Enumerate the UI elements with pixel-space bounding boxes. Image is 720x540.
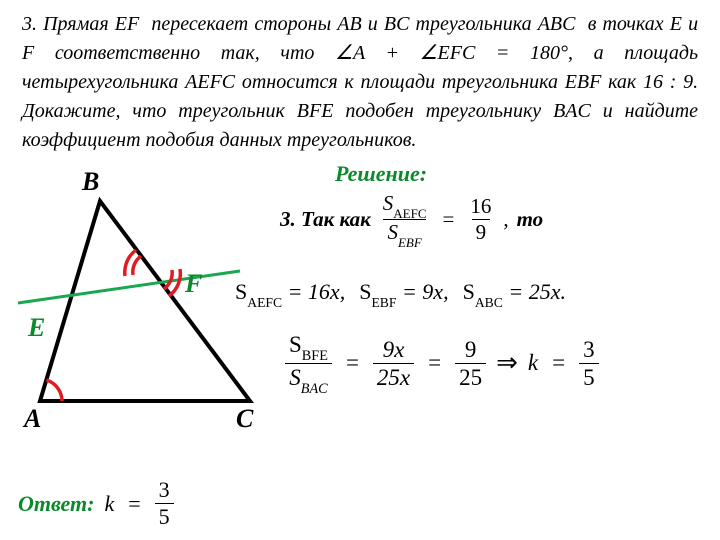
- vertex-label-F: F: [185, 269, 202, 299]
- problem-statement: 3. Прямая EF пересекает стороны AB и BC …: [0, 0, 720, 161]
- answer-line: Ответ: k = 3 5: [18, 479, 174, 528]
- vertex-label-A: A: [24, 404, 41, 434]
- content-area: A B C E F Решение: 3. Так как SAEFC SEBF…: [0, 161, 720, 521]
- nine-x-over-25x: 9x 25x: [373, 338, 414, 389]
- areas-line: SAEFC = 16x, SEBF = 9x, SABC = 25x.: [235, 279, 566, 308]
- vertex-label-E: E: [28, 313, 45, 343]
- step-prefix: 3. Так как: [280, 207, 371, 232]
- implies-arrow: ⇒: [496, 348, 518, 378]
- sbfe-over-sbac: SBFE SBAC: [285, 333, 332, 394]
- answer-fraction: 3 5: [155, 479, 174, 528]
- k-value: 3 5: [579, 338, 599, 389]
- ratio-derivation: SBFE SBAC = 9x 25x = 9 25 ⇒ k = 3 5: [285, 333, 599, 394]
- nine-over-25: 9 25: [455, 338, 486, 389]
- solution-label: Решение:: [335, 161, 427, 187]
- vertex-label-C: C: [236, 404, 253, 434]
- step-suffix: то: [517, 207, 544, 232]
- problem-number: 3.: [22, 13, 37, 35]
- area-ratio-fraction: SAEFC SEBF: [379, 193, 431, 246]
- vertex-label-B: B: [82, 167, 99, 197]
- answer-label: Ответ:: [18, 491, 94, 517]
- solution-step-given: 3. Так как SAEFC SEBF = 16 9 , то: [280, 193, 543, 246]
- value-fraction: 16 9: [466, 196, 495, 243]
